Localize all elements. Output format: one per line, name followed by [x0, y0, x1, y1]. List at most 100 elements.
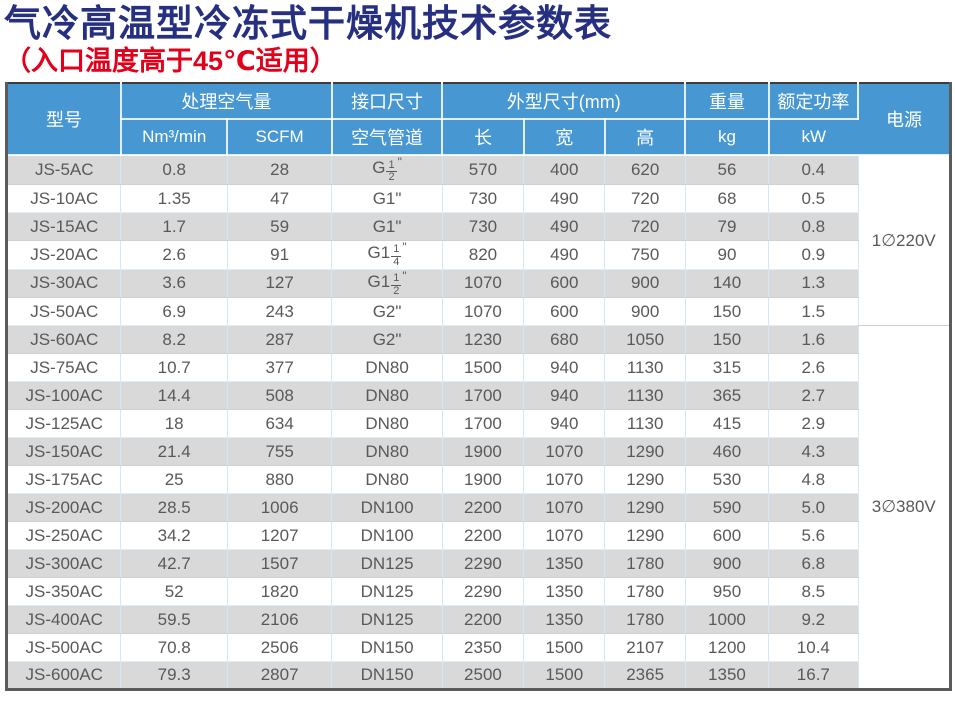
- header-rated-power: 额定功率: [768, 83, 860, 121]
- length-cell: 1230: [442, 325, 525, 355]
- supply-cell: 1∅220V: [858, 155, 952, 327]
- height-cell: 1290: [604, 437, 686, 467]
- pipe-cell: DN80: [331, 437, 443, 467]
- model-cell: JS-600AC: [6, 661, 122, 690]
- nm3-cell: 10.7: [120, 353, 228, 383]
- weight-cell: 90: [685, 240, 770, 270]
- header-height: 高: [604, 119, 687, 157]
- weight-cell: 950: [685, 577, 770, 607]
- header-kw-unit: kW: [768, 119, 859, 157]
- power-cell: 16.7: [768, 661, 859, 690]
- power-cell: 6.8: [768, 549, 859, 579]
- width-cell: 1500: [523, 633, 606, 663]
- model-cell: JS-30AC: [6, 269, 122, 299]
- width-cell: 1070: [523, 465, 606, 495]
- header-weight: 重量: [685, 83, 770, 121]
- power-cell: 9.2: [768, 605, 859, 635]
- model-cell: JS-400AC: [6, 605, 122, 635]
- power-cell: 2.6: [768, 353, 859, 383]
- nm3-cell: 18: [120, 409, 228, 439]
- weight-cell: 79: [685, 212, 770, 241]
- weight-cell: 1000: [685, 605, 770, 635]
- scfm-cell: 47: [227, 184, 333, 213]
- nm3-cell: 0.8: [120, 155, 228, 185]
- height-cell: 1290: [604, 521, 686, 551]
- pipe-cell: DN150: [331, 661, 443, 690]
- header-air-pipe: 空气管道: [331, 119, 444, 157]
- length-cell: 1700: [442, 381, 525, 411]
- model-cell: JS-175AC: [6, 465, 122, 495]
- scfm-cell: 287: [227, 325, 333, 355]
- weight-cell: 56: [685, 155, 770, 185]
- pipe-cell: G 1 2 ": [331, 155, 443, 185]
- weight-cell: 600: [685, 521, 770, 551]
- scfm-cell: 1207: [227, 521, 333, 551]
- table-row: JS-30AC 3.6 127 G1 1 2 " 1070 600 900 140 1.3: [6, 268, 951, 299]
- weight-cell: 150: [685, 297, 770, 327]
- width-cell: 1070: [523, 493, 606, 523]
- nm3-cell: 59.5: [120, 605, 228, 635]
- table-row: JS-75AC 10.7 377 DN80 1500 940 1130 315 2.6: [6, 353, 951, 383]
- length-cell: 2290: [442, 549, 525, 579]
- nm3-cell: 1.35: [120, 184, 228, 213]
- pipe-cell: DN80: [331, 353, 443, 383]
- pipe-prefix: G: [372, 158, 386, 178]
- power-cell: 1.6: [768, 325, 859, 355]
- power-cell: 8.5: [768, 577, 859, 607]
- height-cell: 1290: [604, 465, 686, 495]
- height-cell: 720: [604, 184, 686, 213]
- weight-cell: 1350: [685, 661, 770, 690]
- length-cell: 820: [442, 240, 525, 270]
- model-cell: JS-60AC: [6, 325, 122, 355]
- scfm-cell: 1507: [227, 549, 333, 579]
- model-cell: JS-5AC: [6, 155, 122, 185]
- power-cell: 5.0: [768, 493, 859, 523]
- width-cell: 490: [523, 240, 606, 270]
- nm3-cell: 52: [120, 577, 228, 607]
- nm3-cell: 14.4: [120, 381, 228, 411]
- pipe-cell: G1": [331, 184, 443, 213]
- table-row: JS-20AC 2.6 91 G1 1 4 " 820 490 750 90 0.9: [6, 240, 951, 270]
- nm3-cell: 42.7: [120, 549, 228, 579]
- scfm-cell: 2106: [227, 605, 333, 635]
- height-cell: 1050: [604, 325, 686, 355]
- nm3-cell: 34.2: [120, 521, 228, 551]
- power-cell: 1.3: [768, 269, 859, 299]
- nm3-cell: 70.8: [120, 633, 228, 663]
- height-cell: 720: [604, 212, 686, 241]
- pipe-cell: DN80: [331, 465, 443, 495]
- weight-cell: 900: [685, 549, 770, 579]
- nm3-cell: 8.2: [120, 325, 228, 355]
- table-row: JS-175AC 25 880 DN80 1900 1070 1290 530 4.8: [6, 465, 951, 495]
- pipe-cell: DN80: [331, 409, 443, 439]
- table-header: 型号 处理空气量 接口尺寸 外型尺寸(mm) 重量 额定功率 电源 Nm³/mi…: [6, 83, 951, 157]
- height-cell: 2365: [604, 661, 686, 690]
- table-row: JS-200AC 28.5 1006 DN100 2200 1070 1290 590 5.0: [6, 493, 951, 523]
- weight-cell: 530: [685, 465, 770, 495]
- power-cell: 0.4: [768, 155, 859, 185]
- header-kg-unit: kg: [685, 119, 770, 157]
- weight-cell: 590: [685, 493, 770, 523]
- height-cell: 900: [604, 269, 686, 299]
- height-cell: 1130: [604, 409, 686, 439]
- model-cell: JS-10AC: [6, 184, 122, 213]
- height-cell: 620: [604, 155, 686, 185]
- header-dimensions: 外型尺寸(mm): [442, 83, 687, 121]
- power-cell: 0.9: [768, 240, 859, 270]
- header-length: 长: [442, 119, 525, 157]
- scfm-cell: 2506: [227, 633, 333, 663]
- width-cell: 940: [523, 381, 606, 411]
- length-cell: 1900: [442, 465, 525, 495]
- pipe-inch-mark: ": [397, 155, 402, 170]
- height-cell: 1130: [604, 353, 686, 383]
- length-cell: 2500: [442, 661, 525, 690]
- nm3-cell: 2.6: [120, 240, 228, 270]
- table-body: JS-5AC 0.8 28 G 1 2 " 570 400 620 56 0.4 1∅220V JS-10…: [6, 155, 952, 691]
- weight-cell: 365: [685, 381, 770, 411]
- model-cell: JS-100AC: [6, 381, 122, 411]
- weight-cell: 140: [685, 269, 770, 299]
- pipe-inch-mark: ": [402, 268, 407, 283]
- pipe-cell: DN125: [331, 549, 443, 579]
- power-cell: 1.5: [768, 297, 859, 327]
- model-cell: JS-150AC: [6, 437, 122, 467]
